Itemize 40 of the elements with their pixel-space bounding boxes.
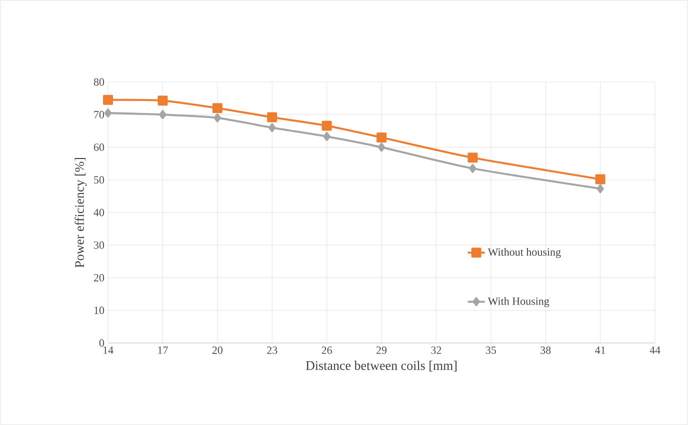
y-tick-label: 20 — [94, 274, 104, 282]
legend-label: With Housing — [488, 297, 550, 308]
y-tick-label: 0 — [99, 339, 104, 347]
x-tick-label: 17 — [158, 346, 168, 354]
x-tick-label: 38 — [540, 346, 551, 354]
y-tick-label: 40 — [94, 208, 104, 216]
point — [469, 164, 476, 173]
point — [322, 120, 332, 131]
x-tick-label: 35 — [486, 346, 496, 354]
x-tick-label: 44 — [650, 346, 660, 354]
y-tick-label: 10 — [94, 306, 104, 314]
y-axis-title: Power efficiency [%] — [74, 158, 87, 268]
point — [159, 110, 166, 120]
x-axis-title: Distance between coils [mm] — [306, 360, 457, 372]
legend-label: Without housing — [488, 248, 561, 258]
point — [214, 113, 222, 122]
x-tick-label: 14 — [103, 346, 114, 354]
point — [268, 123, 276, 132]
x-tick-label: 32 — [431, 346, 442, 354]
x-tick-label: 26 — [322, 346, 332, 354]
point — [103, 94, 114, 105]
point — [323, 132, 330, 141]
x-tick-label: 41 — [595, 346, 606, 354]
point — [376, 132, 386, 142]
point — [104, 108, 112, 118]
y-tick-label: 70 — [94, 110, 104, 118]
y-tick-label: 80 — [94, 78, 104, 86]
x-tick-label: 29 — [376, 346, 387, 354]
point — [596, 184, 604, 194]
x-tick-label: 20 — [212, 346, 222, 354]
x-tick-label: 23 — [267, 346, 278, 354]
point — [595, 174, 606, 184]
y-tick-label: 30 — [94, 241, 104, 249]
point — [468, 152, 478, 163]
y-tick-label: 60 — [94, 144, 104, 151]
point — [212, 103, 222, 114]
point — [158, 96, 168, 106]
point — [378, 142, 386, 152]
point — [267, 112, 278, 122]
y-tick-label: 50 — [94, 176, 104, 184]
